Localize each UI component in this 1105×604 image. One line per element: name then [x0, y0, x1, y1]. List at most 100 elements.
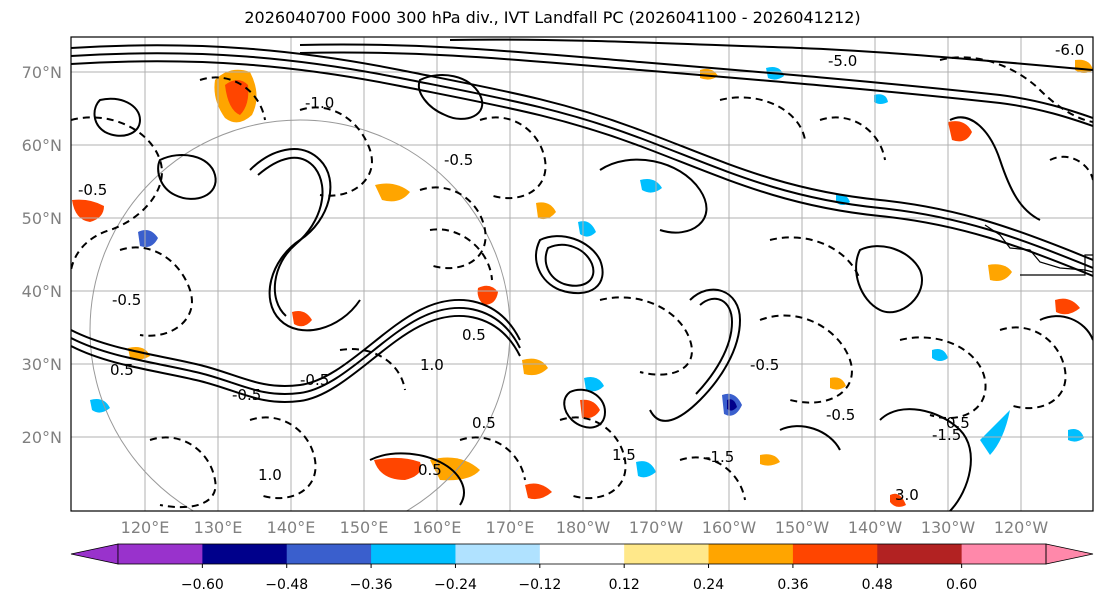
div-patch: [1055, 298, 1080, 315]
colorbar-boxes: [118, 544, 1047, 564]
lat-label: 60°N: [22, 136, 62, 155]
div-patch: [580, 399, 600, 419]
lon-label: 180°W: [556, 518, 611, 537]
colorbar-box: [624, 544, 710, 564]
lon-label: 150°W: [775, 518, 830, 537]
contour-label: -1.0: [305, 94, 334, 112]
contour-label: 0.5: [110, 361, 134, 379]
divergence-shading: [72, 59, 1093, 507]
contour-label: 3.0: [895, 486, 919, 504]
div-patch: [375, 183, 410, 202]
lon-label: 130°W: [921, 518, 976, 537]
lat-label: 20°N: [22, 428, 62, 447]
contour-label: -0.5: [112, 291, 141, 309]
colorbar-box: [118, 544, 203, 564]
map-content: -1.0 -0.5 -0.5 0.5 0.5 1.0 -0.5 -0.5 0.5…: [71, 37, 1093, 511]
div-patch: [292, 311, 312, 327]
colorbar-tick-label: 0.12: [609, 577, 640, 593]
contour-label: 1.0: [420, 356, 444, 374]
div-patch: [536, 202, 556, 220]
lat-label: 70°N: [22, 63, 62, 82]
conv-patch: [138, 230, 158, 247]
colorbar-frame: [117, 543, 1047, 565]
contour-label: -5.0: [828, 52, 857, 70]
colorbar: −0.60 −0.48 −0.36 −0.24 −0.12 0.12 0.24 0.36 0.4…: [70, 543, 1094, 593]
lat-label: 50°N: [22, 209, 62, 228]
contour-label: 0.5: [472, 414, 496, 432]
colorbar-box: [286, 544, 372, 564]
lat-label: 40°N: [22, 282, 62, 301]
colorbar-box: [708, 544, 794, 564]
div-patch: [890, 493, 906, 507]
colorbar-tick-label: −0.24: [434, 577, 477, 593]
solid-contours: [71, 38, 1093, 511]
map-frame: [70, 36, 1094, 512]
contour-label: -0.5: [78, 181, 107, 199]
contour-label: -1.5: [932, 426, 961, 444]
colorbar-extend-min: [70, 543, 119, 565]
colorbar-tick-label: 0.48: [862, 577, 893, 593]
contour-label: 0.5: [418, 461, 442, 479]
lat-label: 30°N: [22, 355, 62, 374]
contour-label: -0.5: [232, 386, 261, 404]
contour-label: -0.5: [300, 371, 329, 389]
colorbar-ticks: −0.60 −0.48 −0.36 −0.24 −0.12 0.12 0.24 0.36 0.4…: [181, 564, 977, 593]
colorbar-tick-label: 0.24: [693, 577, 724, 593]
lon-label: 170°E: [486, 518, 535, 537]
conv-patch: [874, 94, 888, 104]
contour-labels: -1.0 -0.5 -0.5 0.5 0.5 1.0 -0.5 -0.5 0.5…: [78, 41, 1084, 504]
div-patch: [948, 121, 972, 142]
lon-label: 160°W: [702, 518, 757, 537]
dashed-contours: [71, 56, 1093, 509]
lon-label: 140°W: [848, 518, 903, 537]
conv-patch: [980, 410, 1010, 455]
lon-label: 160°E: [413, 518, 462, 537]
colorbar-box: [371, 544, 456, 564]
colorbar-box: [792, 544, 878, 564]
contour-label: 1.5: [612, 446, 636, 464]
conv-patch: [932, 349, 948, 361]
contour-label: 0.5: [946, 414, 970, 432]
contour-label: 0.5: [462, 326, 486, 344]
coastline: [984, 224, 1093, 276]
colorbar-box: [202, 544, 288, 564]
colorbar-tick-label: −0.12: [518, 577, 561, 593]
conv-patch: [1068, 429, 1084, 442]
colorbar-box: [961, 544, 1047, 564]
div-patch: [72, 199, 104, 222]
contour-label: 1.0: [258, 466, 282, 484]
lon-label: 120°W: [994, 518, 1049, 537]
lon-label: 140°E: [267, 518, 316, 537]
longitude-labels: 120°E 130°E 140°E 150°E 160°E 170°E 180°…: [121, 518, 1049, 537]
conv-patch: [584, 377, 604, 392]
colorbar-box: [455, 544, 541, 564]
lon-label: 130°E: [194, 518, 243, 537]
colorbar-box: [877, 544, 963, 564]
lon-label: 120°E: [121, 518, 170, 537]
div-patch: [760, 454, 780, 466]
colorbar-tick-label: 0.36: [777, 577, 808, 593]
colorbar-tick-label: −0.48: [265, 577, 308, 593]
colorbar-box: [539, 544, 625, 564]
contour-label: -0.5: [826, 406, 855, 424]
div-patch: [225, 80, 249, 115]
conv-patch: [636, 461, 656, 478]
div-patch: [525, 483, 552, 500]
colorbar-extend-max: [1045, 543, 1094, 565]
contour-label: -0.5: [750, 356, 779, 374]
graticule: [71, 37, 1093, 511]
colorbar-tick-label: −0.60: [181, 577, 224, 593]
contour-label: -0.5: [444, 151, 473, 169]
contour-label: -1.5: [705, 448, 734, 466]
lon-label: 170°W: [629, 518, 684, 537]
latitude-labels: 70°N 60°N 50°N 40°N 30°N 20°N: [22, 63, 62, 447]
div-patch: [374, 457, 421, 480]
lon-label: 150°E: [340, 518, 389, 537]
div-patch: [522, 358, 548, 376]
colorbar-tick-label: −0.36: [350, 577, 393, 593]
colorbar-tick-label: 0.60: [946, 577, 977, 593]
div-patch: [988, 264, 1012, 281]
chart-title: 2026040700 F000 300 hPa div., IVT Landfa…: [244, 8, 861, 27]
contour-label: -6.0: [1055, 41, 1084, 59]
